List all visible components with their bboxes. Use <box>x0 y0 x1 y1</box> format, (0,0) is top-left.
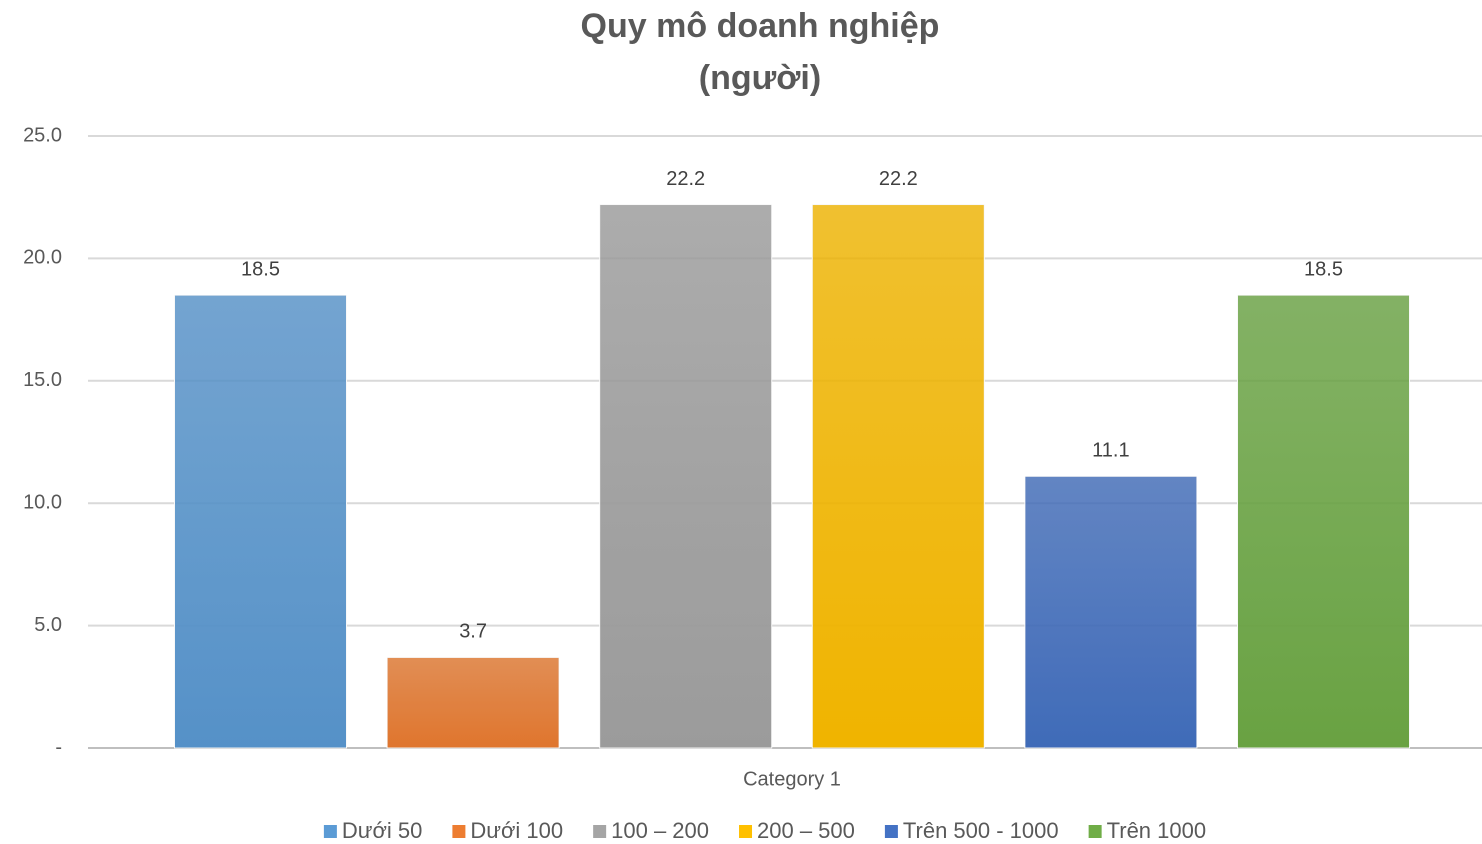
data-label: 22.2 <box>879 168 918 190</box>
bar <box>599 204 773 749</box>
y-tick-label: 15.0 <box>23 369 62 391</box>
bar-shade <box>812 204 985 748</box>
legend-label: Trên 500 - 1000 <box>903 818 1059 843</box>
bar-shade <box>387 657 560 748</box>
legend-swatch <box>593 825 607 838</box>
legend-label: 100 – 200 <box>611 818 709 843</box>
y-tick-label: 5.0 <box>34 614 62 636</box>
legend-swatch <box>884 825 898 838</box>
bar <box>811 204 985 749</box>
legend-swatch <box>1088 825 1102 838</box>
data-label: 11.1 <box>1092 440 1129 462</box>
legend-label: Dưới 50 <box>342 818 423 843</box>
legend-label: 200 – 500 <box>757 818 855 843</box>
legend-swatch <box>323 825 337 838</box>
bar <box>1024 475 1198 749</box>
y-tick-label: 10.0 <box>23 491 62 513</box>
bar <box>174 294 347 749</box>
legend-label: Trên 1000 <box>1107 818 1206 843</box>
legend-swatch <box>739 825 753 838</box>
bar-shade <box>1024 476 1197 748</box>
bar-shade <box>599 204 772 748</box>
bar-shade <box>174 295 347 748</box>
data-label: 22.2 <box>666 168 705 190</box>
chart-title: Quy mô doanh nghiệp <box>581 7 940 45</box>
chart-subtitle: (người) <box>699 59 821 97</box>
y-tick-label: - <box>55 736 62 758</box>
x-tick-label: Category 1 <box>743 768 841 790</box>
data-label: 3.7 <box>459 621 487 643</box>
bar-shade <box>1237 295 1410 748</box>
legend-label: Dưới 100 <box>470 818 563 843</box>
y-tick-label: 25.0 <box>23 124 62 146</box>
y-tick-label: 20.0 <box>23 247 62 269</box>
data-label: 18.5 <box>1304 258 1343 280</box>
bar <box>386 656 560 749</box>
bar <box>1237 294 1410 749</box>
legend-swatch <box>452 825 466 838</box>
data-label: 18.5 <box>241 258 280 280</box>
